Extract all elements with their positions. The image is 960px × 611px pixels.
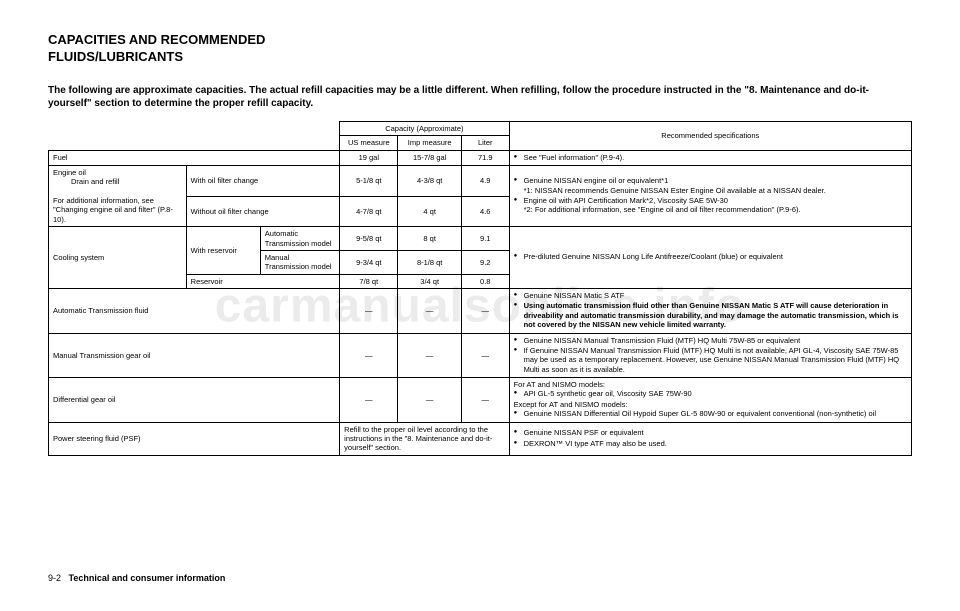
fuel-imp: 15-7/8 gal	[398, 150, 462, 165]
cooling-rec: Pre-diluted Genuine NISSAN Long Life Ant…	[509, 227, 911, 289]
atf-label: Automatic Transmission fluid	[49, 289, 340, 334]
engine-oil-rec: Genuine NISSAN engine oil or equivalent*…	[509, 165, 911, 226]
mtf-rec: Genuine NISSAN Manual Transmission Fluid…	[509, 333, 911, 378]
atf-rec: Genuine NISSAN Matic S ATF Using automat…	[509, 289, 911, 334]
fuel-label: Fuel	[49, 150, 340, 165]
psf-rec: Genuine NISSAN PSF or equivalent DEXRON™…	[509, 422, 911, 455]
engine-oil-label: Engine oil Drain and refill For addition…	[49, 165, 187, 226]
cooling-label: Cooling system	[49, 227, 187, 289]
fuel-rec: See "Fuel information" (P.9-4).	[509, 150, 911, 165]
header-us: US measure	[340, 136, 398, 150]
page-number: 9-2	[48, 573, 61, 583]
fuel-liter: 71.9	[461, 150, 509, 165]
intro-text: The following are approximate capacities…	[48, 84, 912, 111]
table-row: Cooling system With reservoir Automatic …	[49, 227, 912, 251]
psf-cap: Refill to the proper oil level according…	[340, 422, 509, 455]
fuel-us: 19 gal	[340, 150, 398, 165]
auto-trans-model-label: Automatic Transmission model	[260, 227, 339, 251]
footer-section: Technical and consumer information	[69, 573, 226, 583]
diff-rec: For AT and NISMO models: API GL-5 synthe…	[509, 378, 911, 423]
header-capacity: Capacity (Approximate)	[340, 121, 509, 135]
title-line-1: CAPACITIES AND RECOMMENDED	[48, 32, 265, 47]
title-line-2: FLUIDS/LUBRICANTS	[48, 49, 183, 64]
psf-label: Power steering fluid (PSF)	[49, 422, 340, 455]
mtf-label: Manual Transmission gear oil	[49, 333, 340, 378]
without-filter-label: Without oil filter change	[186, 196, 340, 227]
header-liter: Liter	[461, 136, 509, 150]
capacities-table: Capacity (Approximate) Recommended speci…	[48, 121, 912, 456]
reservoir-label: Reservoir	[186, 274, 340, 288]
page-title: CAPACITIES AND RECOMMENDED FLUIDS/LUBRIC…	[48, 32, 912, 66]
table-row: Manual Transmission gear oil — — — Genui…	[49, 333, 912, 378]
table-row: Engine oil Drain and refill For addition…	[49, 165, 912, 196]
table-row: Fuel 19 gal 15-7/8 gal 71.9 See "Fuel in…	[49, 150, 912, 165]
table-row: Power steering fluid (PSF) Refill to the…	[49, 422, 912, 455]
with-reservoir-label: With reservoir	[186, 227, 260, 275]
diff-label: Differential gear oil	[49, 378, 340, 423]
page-footer: 9-2 Technical and consumer information	[48, 573, 225, 583]
table-row: Differential gear oil — — — For AT and N…	[49, 378, 912, 423]
header-imp: Imp measure	[398, 136, 462, 150]
with-filter-label: With oil filter change	[186, 165, 340, 196]
manual-trans-model-label: Manual Transmission model	[260, 250, 339, 274]
header-rec: Recommended specifications	[509, 121, 911, 150]
table-row: Automatic Transmission fluid — — — Genui…	[49, 289, 912, 334]
